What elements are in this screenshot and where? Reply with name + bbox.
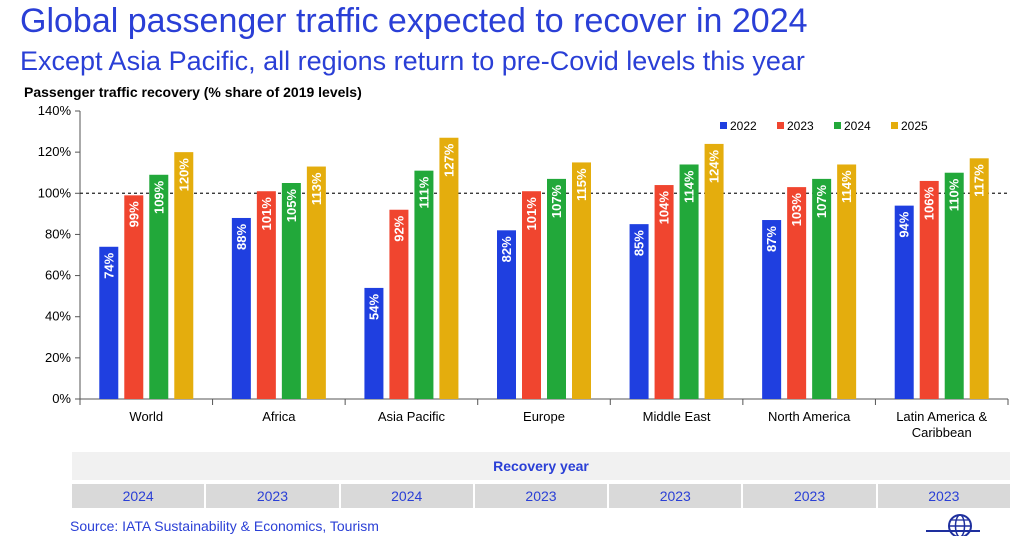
bar <box>231 217 251 399</box>
data-label: 92% <box>391 215 406 241</box>
bar <box>522 191 541 399</box>
bar <box>894 205 914 399</box>
y-tick-label: 40% <box>45 309 71 324</box>
y-tick-label: 60% <box>45 268 71 283</box>
data-labels: 74% 99% 109% 120% 88% 101% 105% 113% 54% 92% 111% 1… <box>101 143 986 320</box>
data-label: 114% <box>839 170 854 203</box>
data-label: 104% <box>657 191 672 225</box>
bar <box>439 137 459 399</box>
data-label: 117% <box>972 164 987 197</box>
x-axis-labels: World Africa Asia Pacific Europe Middle East… <box>129 409 987 440</box>
bar <box>149 174 169 399</box>
bar <box>281 183 301 399</box>
bar <box>306 166 326 399</box>
legend: 2022 2023 2024 2025 <box>720 119 928 133</box>
data-label: 110% <box>947 178 962 211</box>
bar <box>572 162 591 399</box>
recovery-year-cell: 2024 <box>72 484 207 508</box>
data-label: 99% <box>126 201 141 227</box>
recovery-year-cell: 2023 <box>743 484 878 508</box>
bar <box>787 187 807 399</box>
data-label: 54% <box>366 293 381 319</box>
x-tick-label: North America <box>768 409 851 424</box>
data-label: 94% <box>897 211 912 237</box>
recovery-year-cell: 2024 <box>341 484 475 508</box>
recovery-year-cell: 2023 <box>928 488 960 504</box>
legend-label: 2022 <box>730 119 757 133</box>
data-label: 124% <box>707 149 722 183</box>
data-label: 87% <box>764 226 779 252</box>
recovery-year-row: 2024 2023 2024 2023 2023 2023 2023 <box>72 484 1010 508</box>
legend-swatch <box>777 122 784 129</box>
bar <box>364 287 384 399</box>
bar <box>762 220 782 399</box>
data-label: 114% <box>682 170 697 203</box>
y-tick-label: 0% <box>52 391 71 406</box>
data-label: 127% <box>441 143 456 177</box>
bar-chart: 0% 20% 40% 60% 80% 100% 120% 140% 74% 99% 109% 120… <box>38 103 1009 440</box>
legend-swatch <box>891 122 898 129</box>
data-label: 103% <box>789 193 804 227</box>
x-tick-label: Europe <box>523 409 565 424</box>
page-subtitle: Except Asia Pacific, all regions return … <box>20 46 805 76</box>
y-tick-label: 140% <box>38 103 72 118</box>
data-label: 113% <box>309 172 324 205</box>
data-label: 88% <box>234 224 249 250</box>
x-tick-label: World <box>129 409 163 424</box>
globe-icon <box>926 514 980 536</box>
data-label: 120% <box>176 158 191 192</box>
recovery-year-header: Recovery year <box>72 452 1010 480</box>
data-label: 74% <box>101 252 116 278</box>
data-label: 107% <box>549 184 564 218</box>
bar <box>497 230 516 399</box>
bar <box>837 164 857 399</box>
x-tick-label: Africa <box>262 409 296 424</box>
legend-label: 2023 <box>787 119 814 133</box>
page-title: Global passenger traffic expected to rec… <box>20 2 808 40</box>
data-label: 115% <box>574 168 589 201</box>
data-label: 111% <box>416 176 431 208</box>
legend-label: 2024 <box>844 119 871 133</box>
data-label: 101% <box>259 197 274 231</box>
bar <box>174 152 194 399</box>
chart-title: Passenger traffic recovery (% share of 2… <box>24 84 362 100</box>
bar <box>969 158 989 399</box>
x-tick-label: Latin America & Caribbean <box>896 409 987 440</box>
y-tick-label: 120% <box>38 144 72 159</box>
bar <box>547 178 566 399</box>
x-tick-label: Middle East <box>643 409 711 424</box>
legend-label: 2025 <box>901 119 928 133</box>
y-tick-label: 100% <box>38 185 72 200</box>
legend-swatch <box>720 122 727 129</box>
data-label: 107% <box>814 184 829 218</box>
bar <box>414 170 434 399</box>
bar <box>99 246 119 399</box>
data-label: 109% <box>151 180 166 214</box>
source-note: Source: IATA Sustainability & Economics,… <box>70 518 379 534</box>
data-label: 101% <box>524 197 539 231</box>
bar <box>629 224 649 399</box>
recovery-year-cell: 2023 <box>206 484 341 508</box>
recovery-year-cell: 2023 <box>609 484 744 508</box>
recovery-year-cell: 2023 <box>475 484 610 508</box>
y-tick-label: 80% <box>45 226 71 241</box>
bar <box>679 164 699 399</box>
data-label: 85% <box>632 230 647 256</box>
bar <box>812 178 832 399</box>
bar <box>654 185 674 399</box>
bar <box>256 191 276 399</box>
legend-swatch <box>834 122 841 129</box>
data-label: 105% <box>284 189 299 223</box>
x-tick-label: Asia Pacific <box>378 409 446 424</box>
bar <box>944 172 964 399</box>
bar <box>919 180 939 399</box>
data-label: 82% <box>499 236 514 262</box>
bar <box>124 195 144 399</box>
bar <box>389 209 409 399</box>
recovery-year-table: Recovery year 2024 2023 2024 2023 2023 2… <box>72 452 1010 508</box>
chart-bars <box>99 137 989 399</box>
y-tick-label: 20% <box>45 350 71 365</box>
bar <box>704 143 724 399</box>
data-label: 106% <box>922 187 937 221</box>
